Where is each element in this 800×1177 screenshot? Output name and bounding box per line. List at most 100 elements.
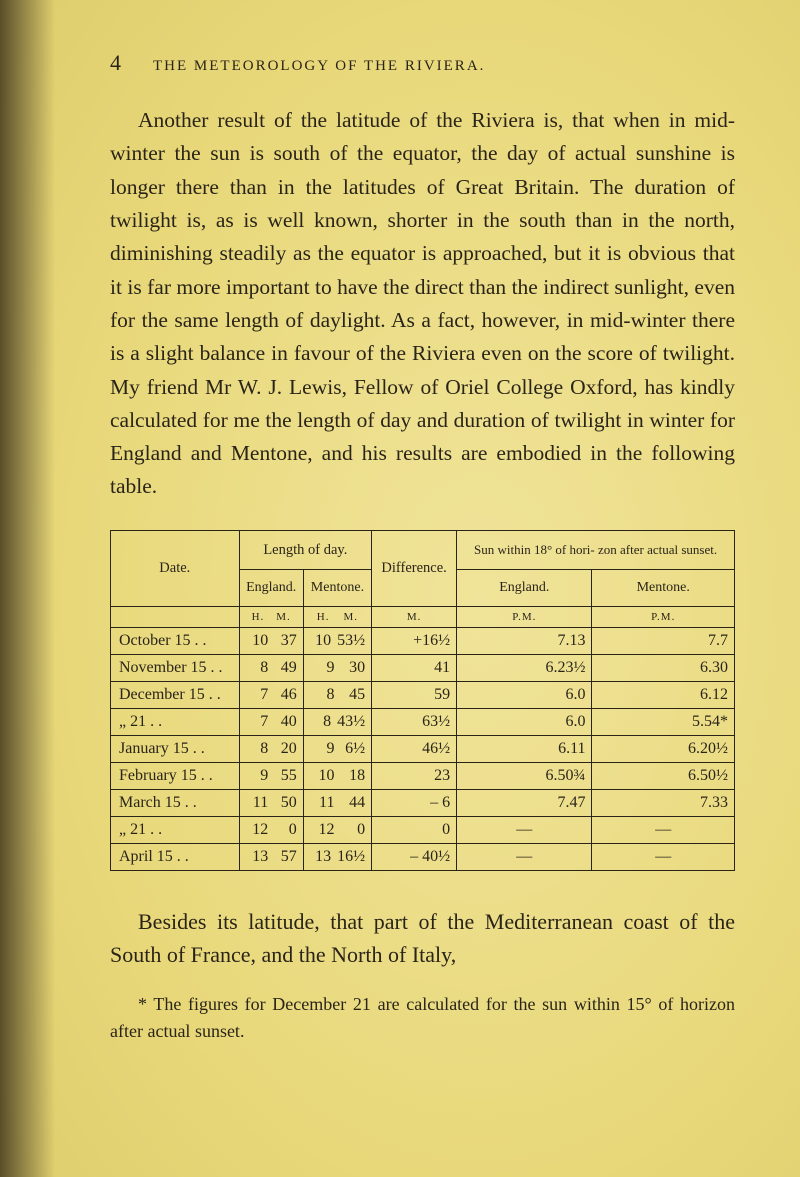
cell-date: October 15 . .: [111, 627, 240, 654]
cell: 45: [340, 686, 365, 704]
cell: 7: [246, 713, 275, 731]
cell: 7.47: [457, 789, 592, 816]
cell: 0: [372, 816, 457, 843]
cell-date: „ 21 . .: [111, 708, 240, 735]
cell: 30: [340, 659, 365, 677]
cell: 6.23½: [457, 654, 592, 681]
table-row: December 15 . . 746 845 59 6.0 6.12: [111, 681, 735, 708]
following-paragraph: Besides its latitude, that part of the M…: [110, 905, 735, 971]
unit-m-diff: M.: [372, 606, 457, 627]
cell: —: [457, 843, 592, 870]
cell-date: March 15 . .: [111, 789, 240, 816]
cell: – 40½: [372, 843, 457, 870]
cell: 63½: [372, 708, 457, 735]
header-mentone-2: Mentone.: [592, 569, 735, 606]
cell-date: December 15 . .: [111, 681, 240, 708]
table-row: March 15 . . 1150 1144 – 6 7.47 7.33: [111, 789, 735, 816]
cell: 55: [274, 767, 297, 785]
header-sun: Sun within 18° of hori- zon after actual…: [457, 530, 735, 569]
cell: 50: [274, 794, 297, 812]
cell: —: [592, 816, 735, 843]
table-row: November 15 . . 849 930 41 6.23½ 6.30: [111, 654, 735, 681]
cell: +16½: [372, 627, 457, 654]
page: 4 THE METEOROLOGY OF THE RIVIERA. Anothe…: [0, 0, 800, 1177]
cell: 12: [246, 821, 275, 839]
table-row: October 15 . . 1037 1053½ +16½ 7.13 7.7: [111, 627, 735, 654]
cell: 6.0: [457, 681, 592, 708]
cell: 44: [340, 794, 365, 812]
cell-date: April 15 . .: [111, 843, 240, 870]
meteorology-table: Date. Length of day. Difference. Sun wit…: [110, 530, 735, 871]
cell: 13: [310, 848, 337, 866]
cell-date: February 15 . .: [111, 762, 240, 789]
table-row: „ 21 . . 740 843½ 63½ 6.0 5.54*: [111, 708, 735, 735]
page-number: 4: [110, 50, 121, 76]
cell-date: „ 21 . .: [111, 816, 240, 843]
cell: 9: [246, 767, 275, 785]
cell: 7.13: [457, 627, 592, 654]
cell: —: [457, 816, 592, 843]
cell: 8: [246, 659, 275, 677]
cell: 6.50¾: [457, 762, 592, 789]
cell: 6½: [340, 740, 365, 758]
cell-date: November 15 . .: [111, 654, 240, 681]
cell: 6.0: [457, 708, 592, 735]
cell: 6.12: [592, 681, 735, 708]
cell: 6.50½: [592, 762, 735, 789]
cell: 13: [246, 848, 275, 866]
unit-m: M.: [276, 611, 291, 623]
cell: 59: [372, 681, 457, 708]
running-header: 4 THE METEOROLOGY OF THE RIVIERA.: [110, 50, 735, 76]
header-mentone: Mentone.: [303, 569, 371, 606]
cell: 23: [372, 762, 457, 789]
cell: 57: [274, 848, 297, 866]
cell: 46½: [372, 735, 457, 762]
page-binding-shadow: [0, 0, 55, 1177]
header-date: Date.: [111, 530, 240, 606]
table-header-row-1: Date. Length of day. Difference. Sun wit…: [111, 530, 735, 569]
cell: 7.7: [592, 627, 735, 654]
cell: 10: [310, 767, 341, 785]
cell: 8: [310, 713, 337, 731]
cell: 6.11: [457, 735, 592, 762]
cell: 6.30: [592, 654, 735, 681]
cell: 9: [310, 740, 341, 758]
cell: 5.54*: [592, 708, 735, 735]
unit-h-2: H.: [317, 611, 330, 623]
cell: 11: [246, 794, 275, 812]
cell: —: [592, 843, 735, 870]
cell: – 6: [372, 789, 457, 816]
cell: 9: [310, 659, 341, 677]
header-england-2: England.: [457, 569, 592, 606]
cell: 37: [274, 632, 297, 650]
cell: 18: [340, 767, 365, 785]
cell: 43½: [337, 713, 365, 731]
unit-pm-1: P.M.: [457, 606, 592, 627]
cell: 41: [372, 654, 457, 681]
header-england: England.: [239, 569, 303, 606]
table-row: January 15 . . 820 96½ 46½ 6.11 6.20½: [111, 735, 735, 762]
cell: 12: [310, 821, 341, 839]
cell: 0: [274, 821, 297, 839]
cell: 10: [246, 632, 275, 650]
header-length: Length of day.: [239, 530, 372, 569]
table-row: „ 21 . . 120 120 0 — —: [111, 816, 735, 843]
cell: 16½: [337, 848, 365, 866]
header-diff: Difference.: [372, 530, 457, 606]
table-unit-row: H.M. H.M. M. P.M. P.M.: [111, 606, 735, 627]
footnote: * The figures for December 21 are calcul…: [110, 991, 735, 1045]
main-paragraph: Another result of the latitude of the Ri…: [110, 104, 735, 504]
running-title: THE METEOROLOGY OF THE RIVIERA.: [153, 58, 485, 75]
unit-m-2: M.: [344, 611, 359, 623]
cell: 10: [310, 632, 337, 650]
table-row: April 15 . . 1357 1316½ – 40½ — —: [111, 843, 735, 870]
unit-pm-2: P.M.: [592, 606, 735, 627]
cell: 11: [310, 794, 341, 812]
cell: 8: [246, 740, 275, 758]
cell: 53½: [337, 632, 365, 650]
cell: 0: [340, 821, 365, 839]
cell: 49: [274, 659, 297, 677]
cell-date: January 15 . .: [111, 735, 240, 762]
table-row: February 15 . . 955 1018 23 6.50¾ 6.50½: [111, 762, 735, 789]
cell: 6.20½: [592, 735, 735, 762]
